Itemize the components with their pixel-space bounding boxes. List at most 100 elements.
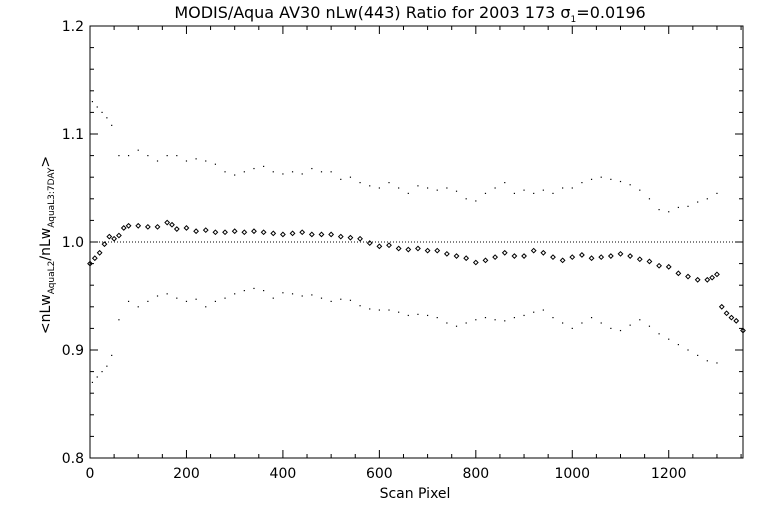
- data-point: [436, 189, 438, 191]
- data-point: [205, 306, 207, 308]
- data-point: [677, 206, 679, 209]
- y-tick-label: 0.8: [62, 451, 84, 467]
- data-series: [87, 101, 746, 383]
- data-point: [709, 274, 716, 281]
- data-point: [280, 231, 286, 238]
- data-point: [202, 227, 209, 234]
- data-point: [714, 271, 720, 278]
- data-point: [629, 184, 631, 186]
- data-point: [453, 253, 460, 259]
- data-point: [101, 111, 103, 113]
- data-point: [318, 231, 325, 238]
- data-point: [446, 322, 448, 324]
- data-point: [270, 230, 277, 237]
- data-point: [494, 187, 496, 189]
- data-point: [96, 106, 98, 108]
- data-point: [147, 300, 149, 302]
- data-point: [475, 200, 477, 202]
- data-point: [320, 297, 323, 299]
- y-tick-label: 1.0: [62, 235, 84, 251]
- data-point: [214, 300, 216, 302]
- y-tick-label: 0.9: [62, 343, 84, 359]
- data-point: [407, 314, 409, 317]
- data-point: [723, 310, 730, 317]
- data-point: [704, 276, 711, 283]
- data-point: [569, 254, 576, 261]
- data-point: [455, 325, 458, 327]
- data-point: [263, 165, 265, 167]
- data-point: [118, 319, 120, 321]
- data-point: [533, 311, 535, 313]
- data-point: [337, 233, 344, 240]
- data-point: [658, 333, 660, 335]
- data-point: [176, 297, 178, 299]
- data-point: [234, 293, 236, 295]
- x-tick-label: 600: [366, 466, 393, 482]
- data-point: [728, 314, 735, 321]
- data-point: [378, 187, 380, 189]
- data-point: [137, 306, 139, 308]
- data-point: [234, 174, 236, 176]
- data-point: [718, 303, 725, 310]
- data-point: [656, 262, 662, 269]
- data-point: [272, 171, 274, 173]
- data-point: [398, 187, 400, 189]
- data-point: [511, 253, 518, 259]
- data-point: [501, 249, 508, 256]
- data-point: [687, 205, 689, 207]
- data-point: [388, 309, 390, 311]
- data-point: [581, 182, 583, 184]
- data-point: [378, 309, 380, 311]
- data-point: [542, 309, 544, 311]
- data-point: [224, 297, 226, 299]
- data-point: [588, 255, 595, 262]
- data-point: [600, 322, 602, 324]
- data-point: [407, 192, 409, 194]
- data-point: [465, 322, 467, 324]
- data-point: [697, 354, 699, 356]
- x-tick-label: 1000: [554, 466, 590, 482]
- data-point: [282, 173, 284, 175]
- data-point: [636, 256, 643, 263]
- data-point: [349, 299, 352, 301]
- data-point: [607, 253, 614, 259]
- data-point: [484, 192, 487, 194]
- data-point: [222, 229, 228, 236]
- data-point: [101, 371, 103, 373]
- data-point: [282, 292, 284, 294]
- data-point: [523, 189, 525, 191]
- data-point: [627, 253, 634, 259]
- data-point: [552, 317, 554, 319]
- data-point: [581, 322, 583, 324]
- data-point: [417, 185, 419, 187]
- data-point: [301, 295, 303, 297]
- data-point: [579, 252, 585, 258]
- data-point: [330, 171, 332, 173]
- data-point: [530, 247, 537, 254]
- data-point: [658, 209, 660, 211]
- data-point: [301, 173, 303, 175]
- chart-title: MODIS/Aqua AV30 nLw(443) Ratio for 2003 …: [174, 3, 645, 25]
- data-point: [224, 171, 226, 173]
- data-point: [619, 180, 622, 183]
- data-point: [504, 182, 506, 184]
- data-point: [697, 201, 699, 203]
- data-point: [308, 231, 315, 238]
- data-point: [426, 187, 429, 189]
- data-point: [648, 325, 651, 327]
- data-point: [475, 319, 477, 321]
- data-point: [571, 187, 573, 189]
- data-point: [395, 245, 402, 252]
- data-point: [91, 255, 98, 262]
- data-point: [571, 327, 573, 329]
- data-point: [205, 160, 207, 162]
- data-point: [125, 222, 132, 229]
- data-point: [523, 314, 525, 317]
- data-point: [330, 300, 332, 302]
- data-point: [87, 260, 93, 267]
- data-point: [494, 319, 496, 321]
- data-point: [127, 155, 130, 157]
- y-tick-label: 1.2: [62, 19, 84, 35]
- x-tick-label: 800: [462, 466, 489, 482]
